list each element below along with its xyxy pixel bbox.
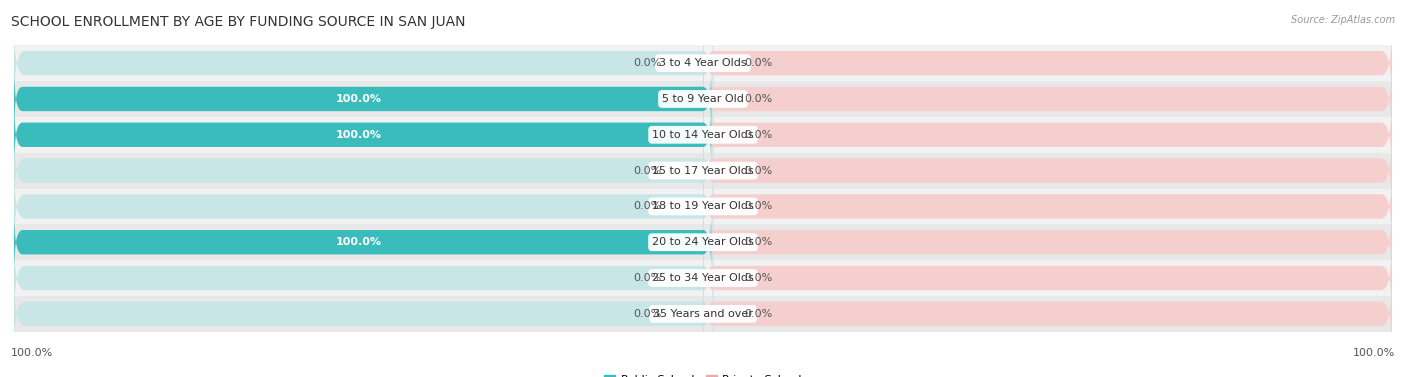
FancyBboxPatch shape: [14, 201, 713, 284]
FancyBboxPatch shape: [14, 68, 711, 130]
Text: 0.0%: 0.0%: [744, 166, 772, 176]
Text: 18 to 19 Year Olds: 18 to 19 Year Olds: [652, 201, 754, 211]
FancyBboxPatch shape: [703, 57, 1392, 141]
Text: 0.0%: 0.0%: [634, 309, 662, 319]
FancyBboxPatch shape: [14, 211, 711, 273]
FancyBboxPatch shape: [14, 104, 711, 166]
Text: Source: ZipAtlas.com: Source: ZipAtlas.com: [1291, 15, 1395, 25]
Text: 100.0%: 100.0%: [11, 348, 53, 358]
Bar: [14, 296, 1392, 332]
Text: 0.0%: 0.0%: [744, 309, 772, 319]
Text: 100.0%: 100.0%: [336, 237, 381, 247]
Text: 0.0%: 0.0%: [634, 58, 662, 68]
FancyBboxPatch shape: [14, 57, 713, 141]
Text: 100.0%: 100.0%: [336, 94, 381, 104]
Text: 15 to 17 Year Olds: 15 to 17 Year Olds: [652, 166, 754, 176]
Text: 20 to 24 Year Olds: 20 to 24 Year Olds: [652, 237, 754, 247]
Text: 0.0%: 0.0%: [634, 273, 662, 283]
FancyBboxPatch shape: [703, 93, 1392, 176]
Bar: [14, 260, 1392, 296]
Text: 100.0%: 100.0%: [336, 130, 381, 140]
FancyBboxPatch shape: [14, 93, 713, 176]
Bar: [14, 117, 1392, 153]
Text: 0.0%: 0.0%: [634, 166, 662, 176]
Text: 0.0%: 0.0%: [744, 94, 772, 104]
Text: 0.0%: 0.0%: [744, 237, 772, 247]
Text: SCHOOL ENROLLMENT BY AGE BY FUNDING SOURCE IN SAN JUAN: SCHOOL ENROLLMENT BY AGE BY FUNDING SOUR…: [11, 15, 465, 29]
Bar: [14, 153, 1392, 188]
Bar: [14, 45, 1392, 81]
Text: 0.0%: 0.0%: [634, 201, 662, 211]
Text: 10 to 14 Year Olds: 10 to 14 Year Olds: [652, 130, 754, 140]
Text: 0.0%: 0.0%: [744, 201, 772, 211]
FancyBboxPatch shape: [14, 272, 713, 356]
Text: 100.0%: 100.0%: [1353, 348, 1395, 358]
FancyBboxPatch shape: [14, 129, 713, 212]
Legend: Public School, Private School: Public School, Private School: [600, 370, 806, 377]
FancyBboxPatch shape: [703, 165, 1392, 248]
Text: 3 to 4 Year Olds: 3 to 4 Year Olds: [659, 58, 747, 68]
Text: 25 to 34 Year Olds: 25 to 34 Year Olds: [652, 273, 754, 283]
Bar: [14, 81, 1392, 117]
Text: 0.0%: 0.0%: [744, 58, 772, 68]
FancyBboxPatch shape: [703, 236, 1392, 320]
FancyBboxPatch shape: [703, 129, 1392, 212]
Text: 35 Years and over: 35 Years and over: [652, 309, 754, 319]
Bar: [14, 224, 1392, 260]
FancyBboxPatch shape: [703, 272, 1392, 356]
FancyBboxPatch shape: [14, 165, 713, 248]
Text: 5 to 9 Year Old: 5 to 9 Year Old: [662, 94, 744, 104]
Bar: [14, 188, 1392, 224]
FancyBboxPatch shape: [703, 201, 1392, 284]
FancyBboxPatch shape: [14, 236, 713, 320]
Text: 0.0%: 0.0%: [744, 273, 772, 283]
Text: 0.0%: 0.0%: [744, 130, 772, 140]
FancyBboxPatch shape: [703, 21, 1392, 105]
FancyBboxPatch shape: [14, 21, 713, 105]
